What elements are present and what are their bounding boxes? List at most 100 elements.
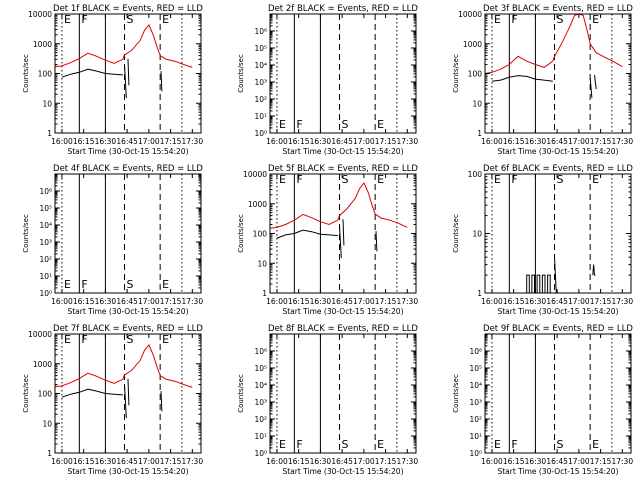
- y-axis-label: Counts/sec: [237, 374, 245, 413]
- time-marker-label: E: [64, 333, 71, 346]
- y-tick-label: 10⁰: [254, 129, 267, 138]
- events-series-line: [124, 384, 127, 419]
- y-axis-label: Counts/sec: [452, 374, 460, 413]
- time-marker-label: S: [557, 173, 564, 186]
- x-tick-label: 17:00: [568, 297, 590, 306]
- events-series-line: [594, 74, 597, 90]
- events-series-line: [61, 68, 123, 78]
- time-marker-label: S: [127, 13, 134, 26]
- y-tick-label: 1: [477, 129, 482, 138]
- time-marker-label: E: [592, 438, 599, 451]
- y-tick-label: 10²: [39, 255, 52, 264]
- events-series-line: [491, 75, 553, 82]
- y-tick-label: 10000: [243, 170, 267, 179]
- y-tick-label: 10⁶: [469, 347, 482, 356]
- y-tick-label: 1: [262, 289, 267, 298]
- x-tick-label: 16:30: [525, 457, 547, 466]
- x-tick-label: 16:00: [51, 297, 73, 306]
- time-marker-label: F: [81, 278, 87, 291]
- y-tick-label: 1: [47, 129, 52, 138]
- x-tick-label: 16:45: [331, 137, 353, 146]
- x-tick-label: 17:15: [160, 137, 182, 146]
- x-tick-label: 16:30: [95, 137, 117, 146]
- x-tick-label: 16:00: [481, 297, 503, 306]
- panel-title: Det 1f BLACK = Events, RED = LLD: [53, 4, 203, 14]
- x-tick-label: 16:15: [73, 457, 95, 466]
- y-tick-label: 10: [42, 419, 52, 428]
- y-axis-label: Counts/sec: [22, 374, 30, 413]
- y-tick-label: 10⁵: [254, 44, 267, 53]
- panel-title: Det 8f BLACK = Events, RED = LLD: [268, 324, 418, 334]
- det-5f-data: [270, 182, 408, 259]
- time-marker-label: E: [162, 13, 169, 26]
- x-tick-label: 17:15: [590, 457, 612, 466]
- x-tick-label: 17:15: [590, 297, 612, 306]
- events-series-line: [375, 231, 378, 252]
- y-tick-label: 10¹: [39, 272, 52, 281]
- y-tick-label: 1000: [463, 40, 482, 49]
- time-marker-label: F: [296, 118, 302, 131]
- lld-series-line: [485, 14, 623, 74]
- panel-title: Det 6f BLACK = Events, RED = LLD: [483, 164, 633, 174]
- x-tick-label: 17:00: [353, 297, 375, 306]
- events-series-line: [554, 257, 557, 293]
- time-marker-label: E: [279, 438, 286, 451]
- y-tick-label: 10⁰: [39, 289, 52, 298]
- y-tick-label: 100: [468, 170, 483, 179]
- det-1f-data: [55, 23, 193, 99]
- x-tick-label: 17:15: [375, 457, 397, 466]
- y-tick-label: 10000: [28, 330, 52, 339]
- time-marker-label: E: [592, 173, 599, 186]
- y-tick-label: 10⁵: [39, 204, 52, 213]
- time-marker-label: S: [342, 438, 349, 451]
- y-tick-label: 10⁰: [469, 449, 482, 458]
- events-series-line: [276, 229, 338, 239]
- x-tick-label: 17:15: [375, 297, 397, 306]
- time-marker-label: E: [494, 13, 501, 26]
- x-tick-label: 16:00: [481, 457, 503, 466]
- time-marker-label: F: [296, 438, 302, 451]
- x-axis-label: Start Time (30-Oct-15 15:54:20): [282, 307, 403, 316]
- time-marker-label: S: [342, 118, 349, 131]
- time-marker-label: E: [494, 438, 501, 451]
- events-series-line: [589, 78, 593, 99]
- events-series-line: [342, 219, 345, 246]
- x-tick-label: 17:00: [353, 457, 375, 466]
- y-tick-label: 10⁵: [469, 364, 482, 373]
- y-axis-label: Counts/sec: [22, 54, 30, 93]
- panel-title: Det 5f BLACK = Events, RED = LLD: [268, 164, 418, 174]
- x-tick-label: 17:00: [138, 137, 160, 146]
- time-marker-label: S: [127, 333, 134, 346]
- plot-frame: [484, 173, 632, 294]
- plot-frame: [54, 173, 202, 294]
- x-axis-label: Start Time (30-Oct-15 15:54:20): [282, 467, 403, 476]
- events-series-line: [525, 274, 553, 293]
- x-tick-label: 17:30: [181, 457, 203, 466]
- y-tick-label: 10¹: [254, 432, 267, 441]
- time-marker-label: E: [592, 13, 599, 26]
- x-tick-label: 16:00: [266, 137, 288, 146]
- x-tick-label: 17:30: [611, 137, 633, 146]
- events-series-line: [160, 391, 163, 412]
- y-tick-label: 10⁴: [39, 221, 52, 230]
- x-tick-label: 16:30: [310, 297, 332, 306]
- lld-series-line: [270, 182, 408, 229]
- x-tick-label: 16:00: [51, 137, 73, 146]
- panel-title: Det 3f BLACK = Events, RED = LLD: [483, 4, 633, 14]
- x-axis-label: Start Time (30-Oct-15 15:54:20): [497, 147, 618, 156]
- y-tick-label: 10²: [469, 415, 482, 424]
- events-series-line: [160, 71, 163, 92]
- plot-frame: [484, 333, 632, 454]
- x-tick-label: 16:45: [116, 297, 138, 306]
- events-series-line: [339, 225, 342, 259]
- y-axis-label: Counts/sec: [237, 54, 245, 93]
- y-tick-label: 1000: [33, 360, 52, 369]
- time-marker-label: S: [342, 173, 349, 186]
- x-tick-label: 17:30: [181, 137, 203, 146]
- x-tick-label: 17:30: [611, 457, 633, 466]
- y-tick-label: 100: [38, 70, 53, 79]
